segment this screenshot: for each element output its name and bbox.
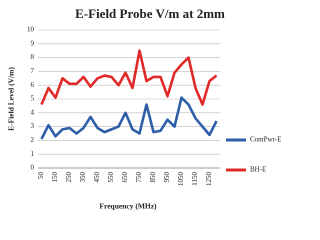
chart-title: E-Field Probe V/m at 2mm bbox=[75, 6, 225, 21]
x-tick-label: 450 bbox=[93, 172, 101, 183]
x-tick-label: 650 bbox=[121, 172, 129, 183]
legend-label: BH-E bbox=[250, 166, 266, 174]
y-tick-label: 0 bbox=[31, 164, 35, 172]
x-tick-label: 950 bbox=[163, 172, 171, 183]
y-tick-label: 4 bbox=[31, 108, 35, 116]
y-tick-label: 8 bbox=[31, 53, 35, 61]
legend-label: ComPwr-E bbox=[250, 136, 281, 144]
y-axis-title: E-Field Level (V/m) bbox=[7, 67, 16, 131]
x-tick-label: 350 bbox=[79, 172, 87, 183]
y-tick-label: 5 bbox=[31, 95, 35, 103]
y-tick-label: 7 bbox=[31, 67, 35, 75]
y-tick-label: 10 bbox=[27, 26, 35, 34]
x-tick-label: 1250 bbox=[205, 172, 213, 187]
series-line bbox=[40, 96, 218, 140]
y-tick-label: 1 bbox=[31, 150, 35, 158]
y-tick-label: 6 bbox=[31, 81, 35, 89]
x-tick-label: 150 bbox=[51, 172, 59, 183]
chart: E-Field Probe V/m at 2mm Frequency (MHz)… bbox=[7, 6, 282, 211]
x-tick-label: 250 bbox=[65, 172, 73, 183]
y-tick-label: 3 bbox=[31, 122, 35, 130]
x-tick-label: 1150 bbox=[191, 172, 199, 186]
x-tick-label: 850 bbox=[149, 172, 157, 183]
y-tick-label: 2 bbox=[31, 136, 35, 144]
y-tick-label: 9 bbox=[31, 39, 35, 47]
x-tick-label: 750 bbox=[135, 172, 143, 183]
x-tick-label: 50 bbox=[37, 172, 45, 180]
x-tick-label: 550 bbox=[107, 172, 115, 183]
x-axis-title: Frequency (MHz) bbox=[99, 202, 157, 211]
series-line bbox=[40, 49, 218, 106]
x-tick-label: 1050 bbox=[177, 172, 185, 187]
